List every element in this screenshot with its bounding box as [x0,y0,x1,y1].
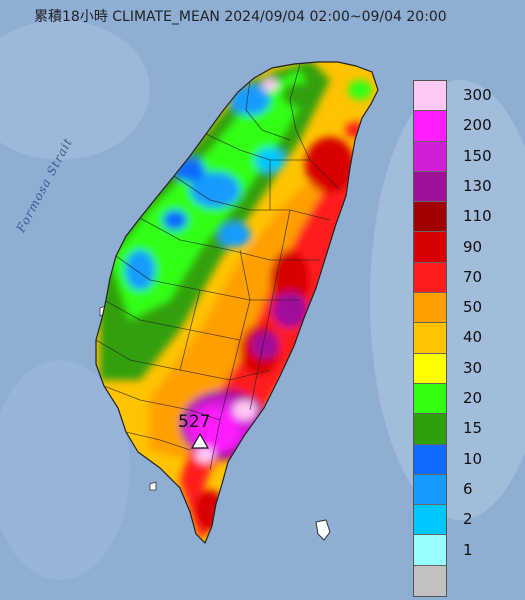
legend-label: 15 [463,419,483,438]
legend-swatch [414,262,446,294]
legend-swatch [414,81,446,112]
sea-texture [0,20,525,580]
legend-label: 10 [463,449,483,468]
legend-swatch [414,383,446,415]
legend-label: 50 [463,298,483,317]
legend-label: 150 [463,146,492,165]
triangle-icon [190,432,210,449]
legend-swatch [414,505,446,536]
peak-value-label: 527 [178,412,211,432]
legend-swatch [414,293,446,324]
legend-label: 6 [463,479,473,498]
legend-label: 20 [463,389,483,407]
map-title: 累積18小時 CLIMATE_MEAN 2024/09/04 02:00~09/… [34,9,447,25]
legend-swatch [414,535,446,566]
legend-swatch [414,232,446,263]
legend-swatch [414,414,446,445]
legend-swatch [414,353,446,384]
legend-swatch [414,444,446,475]
legend-label: 70 [463,267,483,286]
legend-label: 200 [463,116,492,135]
legend-label: 2 [463,510,473,529]
island-lanyu [315,519,331,541]
admin-boundaries [96,63,341,471]
legend-swatch [414,171,446,203]
legend-swatch [414,111,446,142]
legend-swatch [414,474,446,506]
legend-label: 90 [463,237,483,256]
legend-swatch [414,323,446,354]
legend-swatch [414,202,446,233]
island-liuqiu [149,481,157,491]
rainfall-field [96,62,378,543]
legend-label: 40 [463,328,483,347]
island-outline [95,61,379,545]
legend-swatch [414,565,446,597]
legend-label: 1 [463,540,473,559]
legend-swatch [414,141,446,172]
legend-label: 30 [463,358,483,377]
legend-label: 300 [463,86,492,104]
legend-label: 110 [463,207,492,226]
legend-label: 130 [463,176,492,195]
color-legend [413,80,447,598]
